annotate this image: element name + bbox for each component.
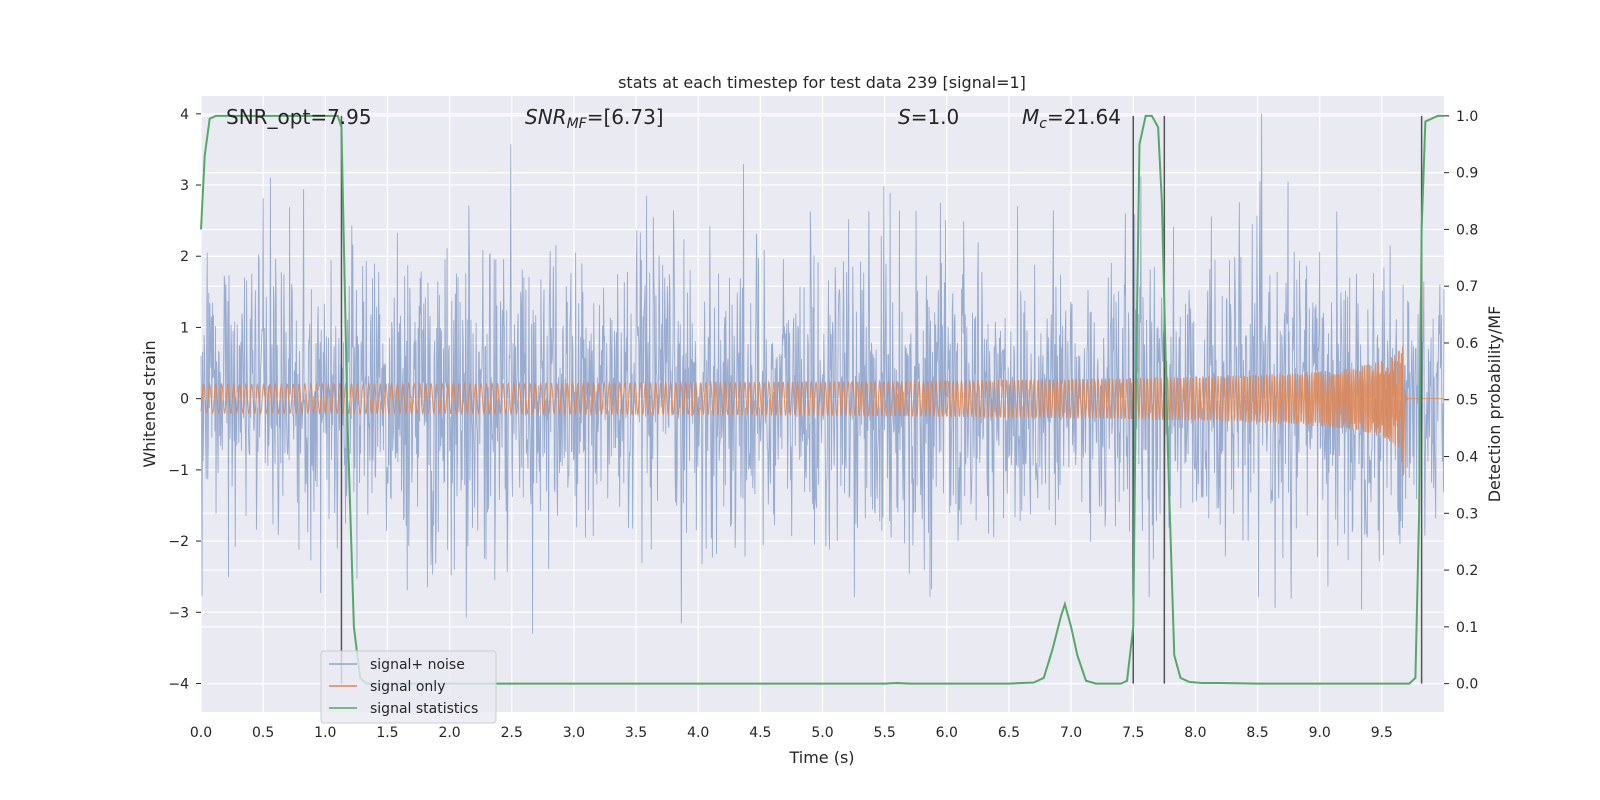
x-tick-label-18: 9.0 bbox=[1309, 725, 1331, 741]
y-tick-label-2: 2 bbox=[180, 249, 189, 265]
x-tick-label-1: 0.5 bbox=[252, 725, 274, 741]
series-signal-noise bbox=[200, 113, 1445, 634]
y2-tick-label-8: 0.2 bbox=[1456, 563, 1478, 579]
legend-label-signal-only: signal only bbox=[370, 679, 445, 695]
x-tick-label-15: 7.5 bbox=[1122, 725, 1144, 741]
x-tick-label-7: 3.5 bbox=[625, 725, 647, 741]
y2-tick-label-3: 0.7 bbox=[1456, 279, 1478, 295]
x-axis-label: Time (s) bbox=[788, 748, 854, 767]
legend-box bbox=[320, 650, 497, 724]
y-tick-labels: 4 3 2 1 0 −1 −2 −3 −4 bbox=[168, 107, 201, 693]
y-tick-label-0: 4 bbox=[180, 107, 189, 123]
x-tick-label-10: 5.0 bbox=[811, 725, 833, 741]
y2-tick-label-2: 0.8 bbox=[1456, 222, 1478, 238]
x-tick-label-9: 4.5 bbox=[749, 725, 771, 741]
y-tick-label-5: −1 bbox=[168, 463, 189, 479]
x-tick-label-12: 6.0 bbox=[936, 725, 958, 741]
x-tick-label-14: 7.0 bbox=[1060, 725, 1082, 741]
x-tick-label-3: 1.5 bbox=[376, 725, 398, 741]
series-signal-only bbox=[200, 346, 1444, 476]
y-tick-label-7: −3 bbox=[168, 605, 189, 621]
y2-tick-label-4: 0.6 bbox=[1456, 336, 1478, 352]
x-tick-label-6: 3.0 bbox=[563, 725, 585, 741]
y2-axis-label: Detection probability/MF bbox=[1485, 306, 1504, 503]
chirp-line bbox=[200, 346, 1444, 476]
y-tick-label-3: 1 bbox=[180, 320, 189, 336]
series-signal-statistics bbox=[200, 114, 1444, 685]
snr-mf-label: SNR bbox=[525, 105, 567, 129]
x-tick-label-19: 9.5 bbox=[1371, 725, 1393, 741]
x-tick-label-2: 1.0 bbox=[314, 725, 336, 741]
x-tick-label-16: 8.0 bbox=[1184, 725, 1206, 741]
snr-mf-sub: MF bbox=[567, 116, 588, 132]
y2-tick-label-6: 0.4 bbox=[1456, 450, 1478, 466]
annotation-mc: Mc=21.64 bbox=[1022, 105, 1121, 132]
annotation-snr-mf: SNRMF=[6.73] bbox=[525, 105, 664, 132]
statistics-line bbox=[200, 114, 1444, 685]
x-tick-label-11: 5.5 bbox=[874, 725, 896, 741]
mc-value: =21.64 bbox=[1047, 105, 1121, 129]
x-tick-labels: 0.0 0.5 1.0 1.5 2.0 2.5 3.0 3.5 4.0 4.5 5.0 5.5 6.0 6… bbox=[190, 725, 1393, 741]
x-tick-label-4: 2.0 bbox=[438, 725, 460, 741]
y-tick-label-1: 3 bbox=[180, 178, 189, 194]
y2-tick-labels: 1.0 0.9 0.8 0.7 0.6 0.5 0.4 0.3 0.2 0.1 0.0 bbox=[1444, 109, 1478, 693]
y-axis-label: Whitened strain bbox=[140, 340, 159, 467]
snr-mf-value: =[6.73] bbox=[587, 105, 664, 129]
y-tick-label-8: −4 bbox=[168, 677, 189, 693]
legend-label-signal-noise: signal+ noise bbox=[370, 657, 465, 673]
y-tick-label-6: −2 bbox=[168, 534, 189, 550]
mc-label: M bbox=[1022, 105, 1039, 129]
y2-tick-label-5: 0.5 bbox=[1456, 393, 1478, 409]
legend: signal+ noise signal only signal statist… bbox=[320, 650, 497, 724]
annotation-s: S=1.0 bbox=[898, 105, 959, 129]
y2-tick-label-9: 0.1 bbox=[1456, 620, 1478, 636]
y2-tick-label-10: 0.0 bbox=[1456, 677, 1478, 693]
y-tick-label-4: 0 bbox=[180, 392, 189, 408]
annotation-snr-opt: SNR_opt=7.95 bbox=[226, 105, 372, 129]
noise-line bbox=[200, 113, 1445, 634]
y2-tick-label-7: 0.3 bbox=[1456, 506, 1478, 522]
s-label: S bbox=[898, 105, 911, 129]
x-tick-label-5: 2.5 bbox=[501, 725, 523, 741]
x-tick-label-0: 0.0 bbox=[190, 725, 212, 741]
y2-tick-label-1: 0.9 bbox=[1456, 166, 1478, 182]
s-value: =1.0 bbox=[911, 105, 960, 129]
y2-tick-label-0: 1.0 bbox=[1456, 109, 1478, 125]
x-tick-label-17: 8.5 bbox=[1246, 725, 1268, 741]
chart-title: stats at each timestep for test data 239… bbox=[618, 73, 1026, 92]
x-tick-label-13: 6.5 bbox=[998, 725, 1020, 741]
legend-label-signal-statistics: signal statistics bbox=[370, 701, 478, 717]
mc-sub: c bbox=[1039, 116, 1047, 132]
x-tick-label-8: 4.0 bbox=[687, 725, 709, 741]
